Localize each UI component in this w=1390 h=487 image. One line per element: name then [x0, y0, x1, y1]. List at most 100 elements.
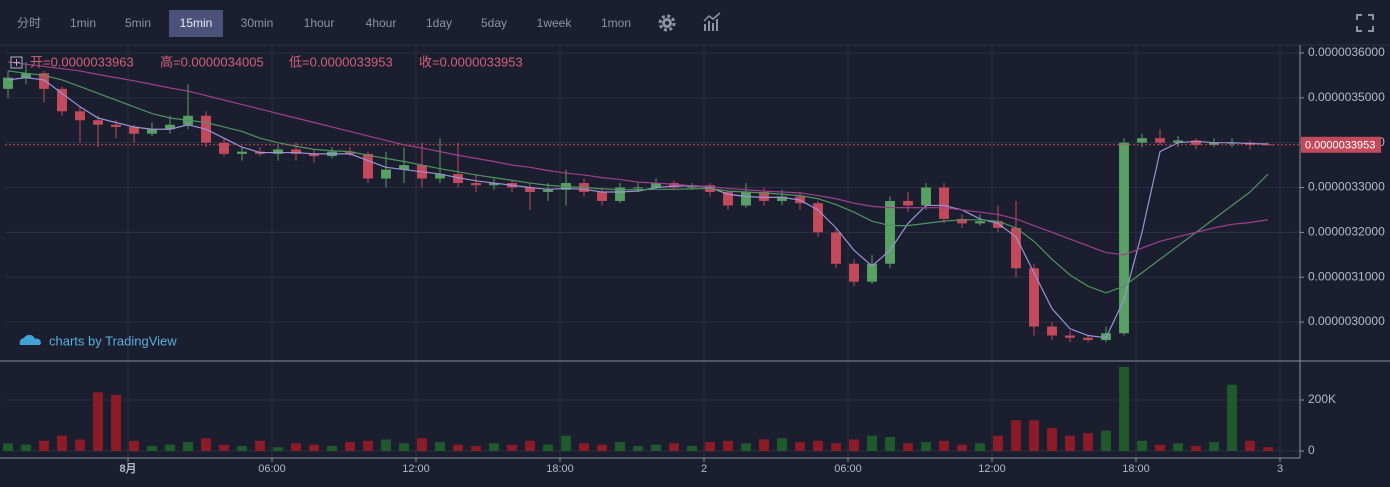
volume-bar [957, 444, 967, 451]
candle-body [885, 200, 895, 264]
candle-body [111, 124, 121, 127]
candle-body [597, 192, 607, 201]
icon-corner [1368, 14, 1374, 20]
icon-corner [1368, 26, 1374, 32]
interval-button[interactable]: 1week [537, 16, 573, 30]
candle-body [93, 120, 103, 125]
icon-bar [716, 19, 718, 31]
interval-button[interactable]: 4hour [366, 16, 397, 30]
interval-label: 1hour [304, 16, 335, 30]
candle-body [57, 88, 67, 112]
candle-body [993, 221, 1003, 228]
axes: 0.0000030000 0.0000031000 0.0000032000 0.00… [0, 45, 1390, 475]
volume-bar [921, 442, 931, 451]
candle-body [1173, 140, 1183, 143]
interval-button[interactable]: 5min [125, 16, 151, 30]
ohlc-label: 收=0.0000033953 [419, 54, 523, 69]
volume-bar [651, 444, 661, 451]
volume-bar [255, 440, 265, 451]
candle-body [957, 218, 967, 224]
volume-bar [615, 442, 625, 451]
candle-body [813, 203, 823, 233]
x-tick-label: 12:00 [402, 463, 430, 475]
candle-body [1263, 144, 1273, 146]
interval-label: 30min [241, 16, 274, 30]
volume-bar [597, 444, 607, 451]
volume-bar [561, 435, 571, 451]
volume-bar [975, 443, 985, 451]
volume-bar [1209, 442, 1219, 451]
candle-body [921, 187, 931, 206]
interval-label: 5min [125, 16, 151, 30]
settings-icon[interactable] [658, 14, 676, 32]
volume-bar [363, 440, 373, 451]
candle-body [975, 221, 985, 224]
volume-bar [813, 440, 823, 451]
y-tick-label: 0.0000036000 [1308, 45, 1385, 59]
legend [10, 56, 23, 69]
interval-button[interactable]: 1mon [601, 16, 631, 30]
last-price-box [1301, 136, 1381, 153]
volume-bar [201, 438, 211, 451]
interval-button[interactable]: 30min [241, 16, 274, 30]
volume-bar [1263, 447, 1273, 451]
gear-teeth [658, 14, 676, 32]
candle-body [939, 187, 949, 219]
candle-body [219, 142, 229, 154]
volume-bar [759, 439, 769, 451]
candle-body [435, 174, 445, 179]
last-price-label: 0.0000033953 [1305, 140, 1375, 152]
volume-bar [507, 444, 517, 451]
volume-bar [309, 444, 319, 451]
interval-button[interactable]: 5day [481, 16, 507, 30]
ohlc-label: 开=0.0000033963 [30, 54, 134, 69]
candle-body [273, 149, 283, 154]
icon-corner [1356, 26, 1362, 32]
interval-button-bg [169, 10, 223, 37]
interval-button[interactable]: 1min [70, 16, 96, 30]
volume-bar [39, 440, 49, 451]
volume-bar [579, 443, 589, 451]
y-tick-label: 0.0000032000 [1308, 225, 1385, 239]
x-tick-label: 2 [701, 463, 707, 475]
interval-button[interactable]: 1day [426, 16, 452, 30]
candle-body [345, 151, 355, 154]
interval-button[interactable]: 15min [169, 10, 223, 37]
candle-body [903, 200, 913, 206]
legend-toggle[interactable] [10, 56, 23, 69]
candle-body [741, 192, 751, 206]
fullscreen-icon[interactable] [1356, 14, 1374, 32]
y-tick-label: 0.0000030000 [1308, 314, 1385, 328]
volume-bar [669, 443, 679, 451]
volume-bar [345, 442, 355, 451]
branding[interactable]: charts by TradingView [19, 333, 178, 348]
x-tick-label: 8月 [119, 462, 136, 475]
volume-bar [1245, 440, 1255, 451]
volume-bar [723, 440, 733, 451]
candle-body [1047, 326, 1057, 336]
volume-bar [1191, 445, 1201, 451]
candle-body [1209, 142, 1219, 145]
candle-body [831, 232, 841, 264]
candle-body [651, 183, 661, 188]
candle-body [849, 263, 859, 282]
volume-bar [453, 444, 463, 451]
volume-bar [1173, 443, 1183, 451]
indicators-icon[interactable] [703, 12, 721, 31]
candle-body [867, 263, 877, 282]
interval-button[interactable]: 分时 [17, 16, 41, 30]
icon-bar [708, 21, 710, 31]
volume-bar [939, 440, 949, 451]
x-tick-label: 18:00 [1122, 463, 1150, 475]
volume-bar [489, 443, 499, 451]
candle-body [147, 129, 157, 134]
grid [5, 45, 1300, 458]
candle-body [1119, 142, 1129, 334]
interval-button[interactable]: 1hour [304, 16, 335, 30]
volume-bar [633, 445, 643, 451]
volume-bar [777, 438, 787, 451]
volume-bar [687, 445, 697, 451]
interval-label: 1min [70, 16, 96, 30]
